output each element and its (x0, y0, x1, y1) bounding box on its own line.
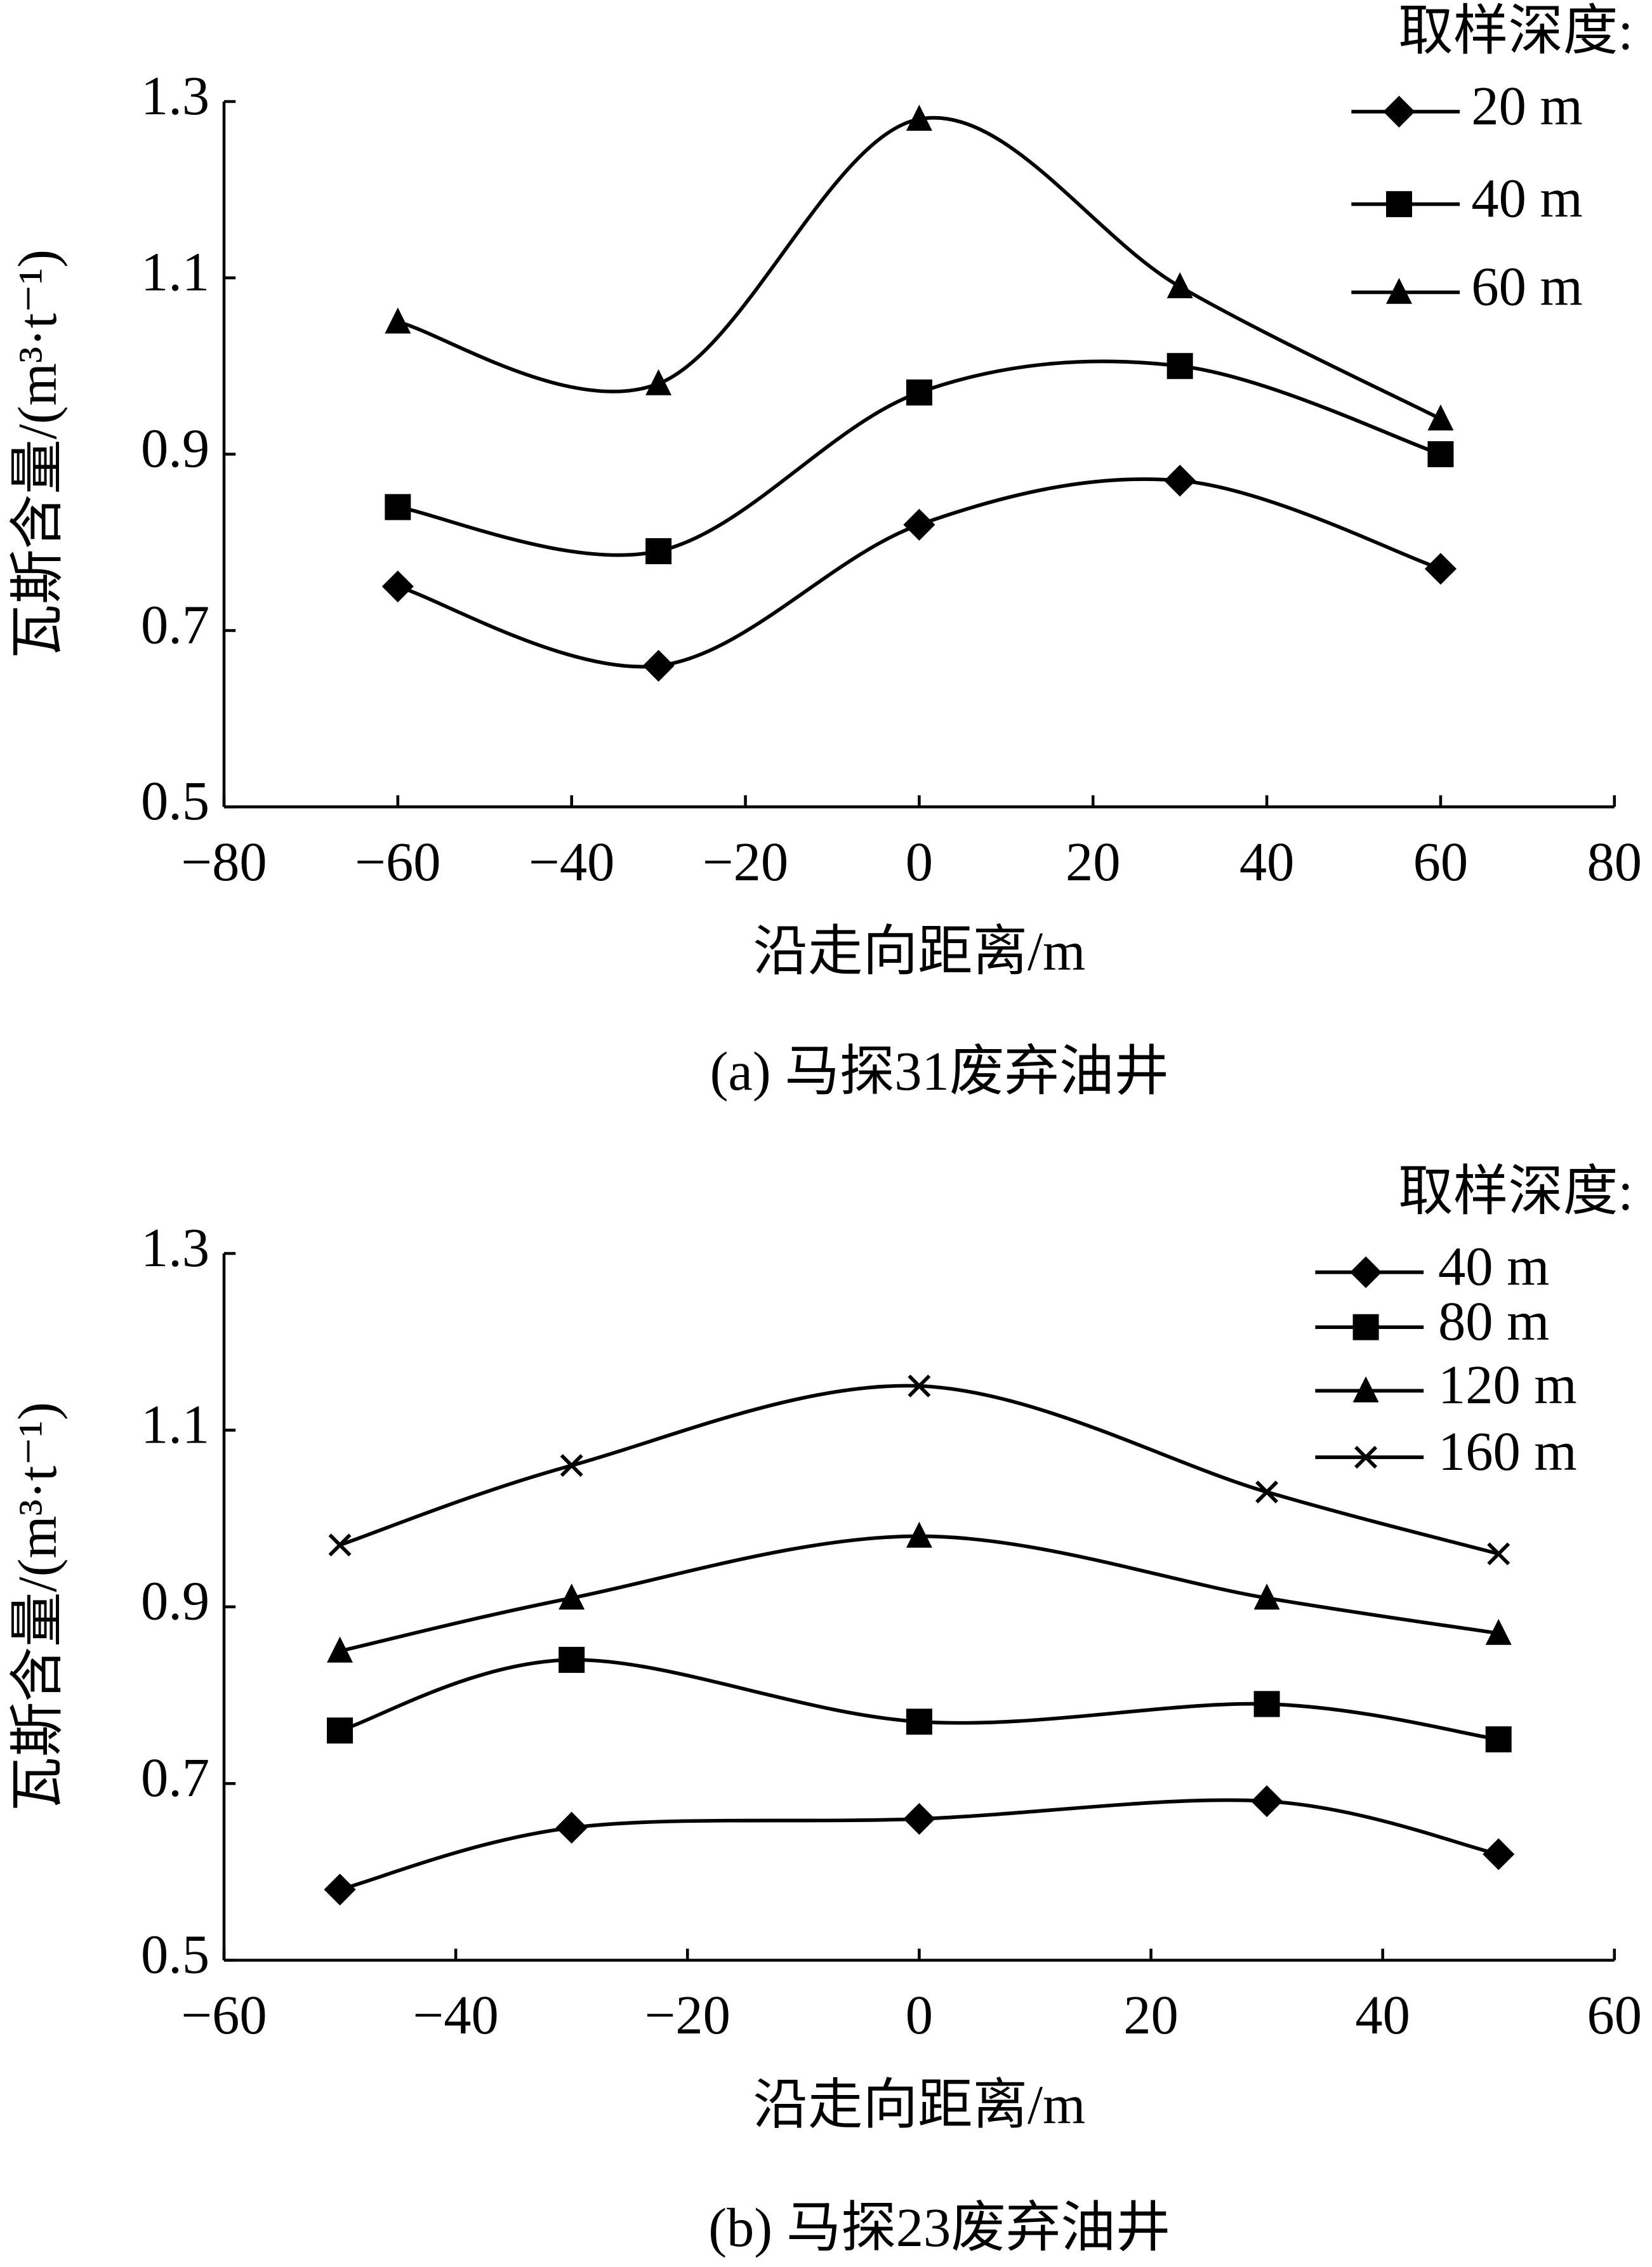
y-axis-label: 瓦斯含量/(m³·t⁻¹) (7, 1402, 68, 1811)
x-tick-label: 40 (1239, 831, 1295, 892)
data-point (645, 538, 672, 564)
legend-title: 取样深度: (1398, 1161, 1633, 1222)
x-axis-label: 沿走向距离/m (753, 921, 1085, 982)
data-point (555, 1811, 588, 1844)
y-tick-label: 0.9 (141, 1571, 209, 1632)
x-tick-label: 40 (1355, 1985, 1410, 2046)
x-tick-label: 20 (1066, 831, 1121, 892)
data-point (1166, 272, 1193, 298)
x-tick-label: 60 (1587, 1985, 1642, 2046)
caption: (b) 马探23废弃油井 (708, 2197, 1170, 2258)
data-point (1427, 441, 1454, 468)
legend-marker (1385, 277, 1412, 304)
x-tick-label: −80 (181, 831, 267, 892)
legend-label: 80 m (1438, 1291, 1549, 1352)
legend-marker (1383, 95, 1415, 128)
data-point (327, 1717, 354, 1744)
legend-marker (1352, 1376, 1379, 1403)
data-point (1251, 1785, 1283, 1818)
x-tick-label: −60 (181, 1985, 267, 2046)
legend-label: 160 m (1438, 1421, 1577, 1482)
legend-marker (1354, 1446, 1378, 1469)
y-tick-label: 0.9 (141, 418, 209, 479)
y-tick-label: 1.3 (141, 1217, 209, 1278)
caption: (a) 马探31废弃油井 (710, 1041, 1169, 1102)
data-point (1424, 553, 1457, 585)
x-tick-label: 20 (1123, 1985, 1179, 2046)
series-line (339, 1534, 1499, 1653)
y-tick-label: 1.1 (141, 1394, 209, 1455)
data-point (1255, 1480, 1279, 1504)
legend-marker (1352, 1314, 1379, 1340)
y-axis-label: 瓦斯含量/(m³·t⁻¹) (7, 249, 68, 659)
legend-marker (1385, 191, 1412, 218)
x-axis-label: 沿走向距离/m (753, 2074, 1085, 2135)
x-tick-label: 60 (1413, 831, 1469, 892)
data-point (903, 1802, 935, 1835)
y-tick-label: 0.7 (141, 1747, 209, 1808)
x-tick-label: −60 (355, 831, 440, 892)
data-point (1253, 1583, 1280, 1610)
legend-label: 20 m (1471, 76, 1582, 136)
legend-label: 120 m (1438, 1354, 1577, 1415)
legend-marker (1350, 1256, 1382, 1288)
data-point (645, 369, 672, 395)
data-point (1485, 1618, 1512, 1645)
data-point (558, 1583, 585, 1610)
x-tick-label: −40 (529, 831, 614, 892)
data-point (908, 1374, 931, 1398)
data-point (381, 570, 414, 603)
data-point (1253, 1691, 1280, 1717)
data-point (642, 650, 675, 682)
data-point (324, 1874, 356, 1906)
y-tick-label: 1.3 (141, 65, 209, 126)
data-point (1487, 1542, 1510, 1566)
legend-title: 取样深度: (1398, 0, 1633, 61)
data-point (906, 1521, 932, 1548)
series-line (397, 477, 1441, 669)
data-point (385, 307, 411, 334)
data-point (1164, 465, 1196, 497)
y-tick-label: 1.1 (141, 242, 209, 303)
data-point (558, 1646, 585, 1673)
data-point (906, 1709, 932, 1735)
data-point (328, 1533, 352, 1557)
legend-label: 60 m (1471, 256, 1582, 317)
y-tick-label: 0.5 (141, 1924, 209, 1985)
data-point (1483, 1838, 1515, 1870)
data-point (906, 104, 932, 131)
data-point (560, 1454, 583, 1477)
data-point (327, 1636, 354, 1663)
x-tick-label: 0 (906, 1985, 933, 2046)
x-tick-label: −20 (703, 831, 788, 892)
data-point (385, 494, 411, 520)
x-tick-label: −40 (413, 1985, 498, 2046)
x-tick-label: −20 (645, 1985, 730, 2046)
y-tick-label: 0.7 (141, 594, 209, 655)
data-point (1427, 404, 1454, 431)
data-point (1166, 353, 1193, 380)
legend-label: 40 m (1438, 1236, 1549, 1297)
legend-label: 40 m (1471, 168, 1582, 229)
data-point (1485, 1726, 1512, 1753)
data-point (906, 379, 932, 406)
y-tick-label: 0.5 (141, 770, 209, 831)
series-line (397, 116, 1442, 421)
x-tick-label: 80 (1587, 831, 1642, 892)
x-tick-label: 0 (906, 831, 933, 892)
data-point (903, 508, 935, 541)
